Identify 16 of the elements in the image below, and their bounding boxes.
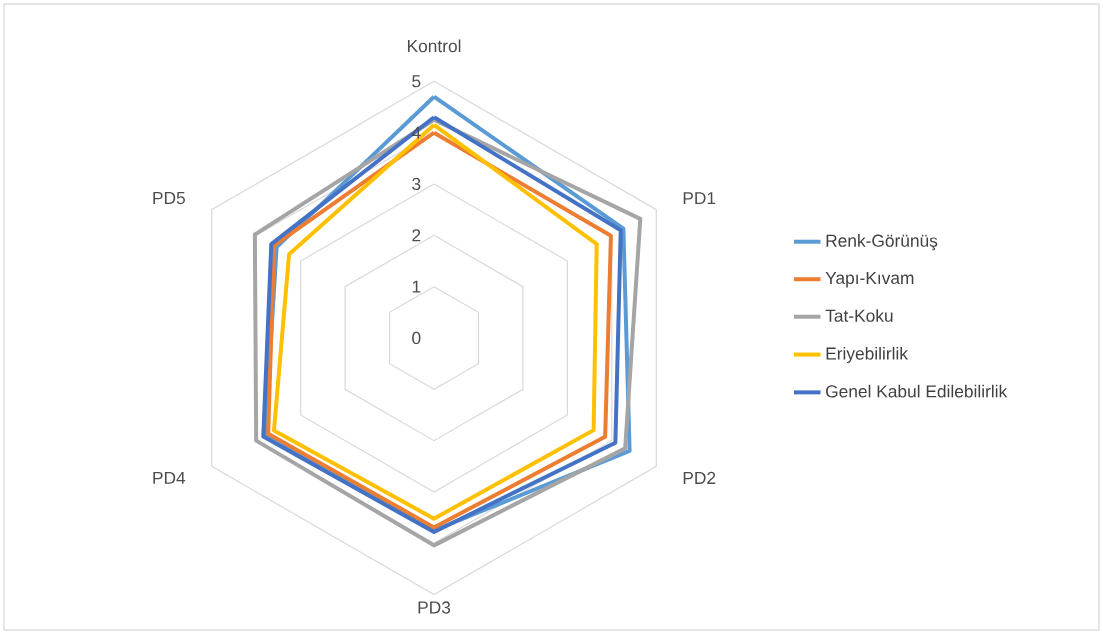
legend-label: Eriyebilirlik xyxy=(826,346,909,364)
legend-label: Tat-Koku xyxy=(825,309,893,322)
spoke-label: PD2 xyxy=(683,471,716,484)
spoke-label: PD3 xyxy=(418,601,451,614)
y-tick-label: 5 xyxy=(412,75,421,88)
spoke-label: PD5 xyxy=(153,192,185,205)
y-tick-label: 3 xyxy=(412,177,421,191)
spoke-label: PD4 xyxy=(153,471,186,484)
spoke-label: PD1 xyxy=(683,192,716,205)
legend-label: Genel Kabul Edilebilirlik xyxy=(826,384,1008,398)
y-tick-label: 2 xyxy=(412,229,421,242)
spoke-label: Kontrol xyxy=(407,39,461,53)
y-tick-label: 0 xyxy=(412,331,421,345)
legend-label: Renk-Görünüş xyxy=(826,234,938,251)
y-tick-label: 1 xyxy=(412,280,421,293)
legend-label: Yapı-Kıvam xyxy=(825,271,914,288)
